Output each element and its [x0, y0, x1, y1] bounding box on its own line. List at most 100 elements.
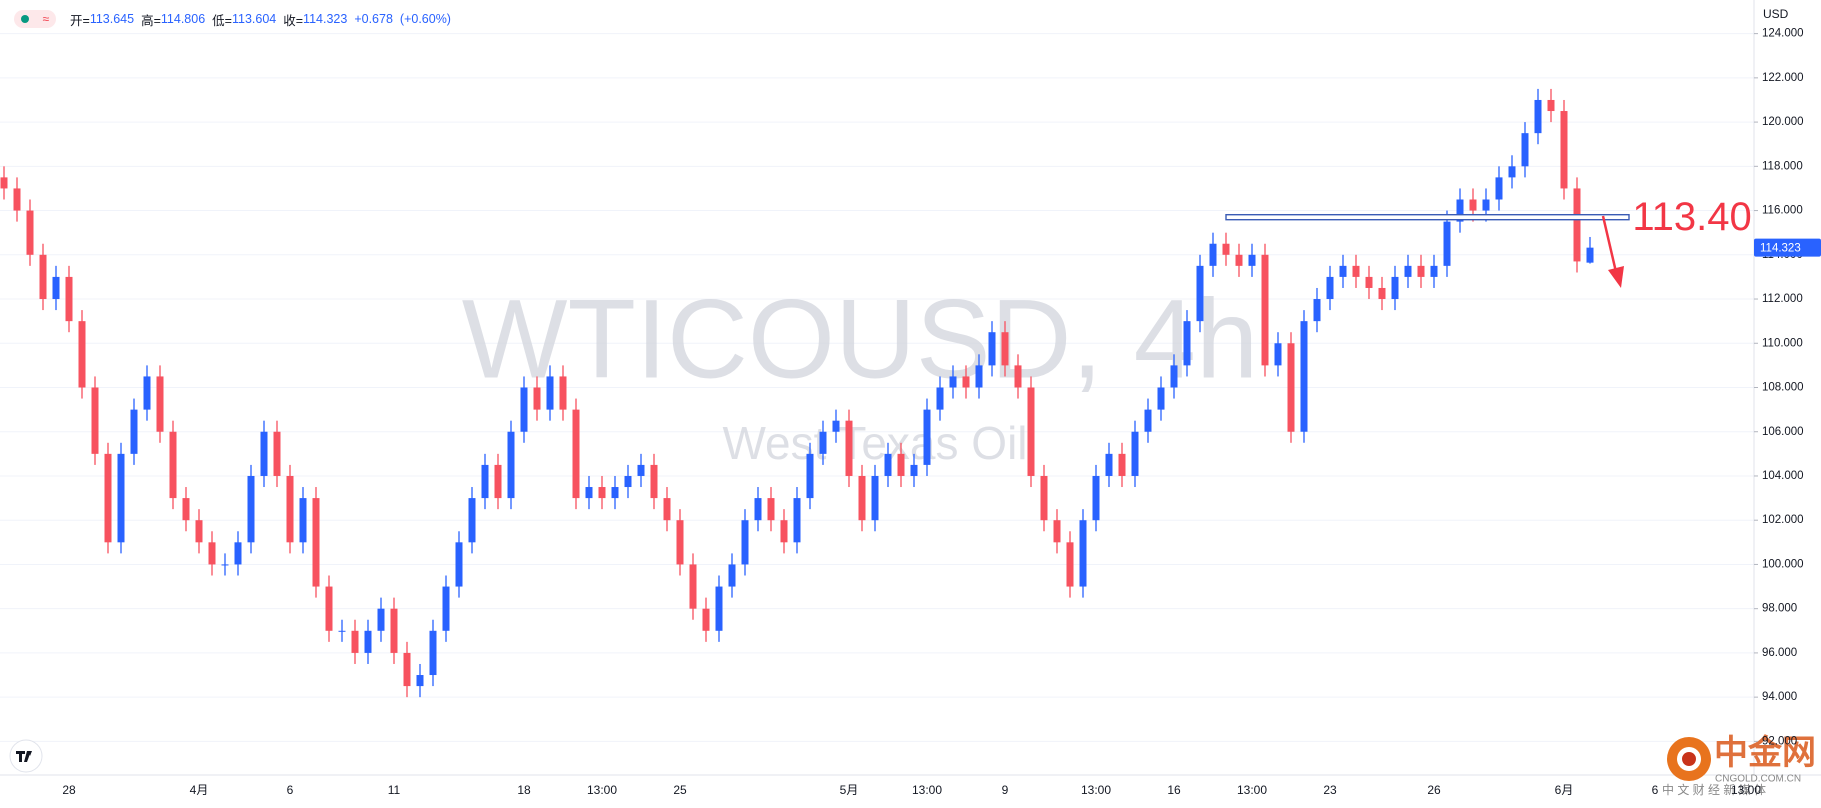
- candle-body: [1053, 520, 1061, 543]
- candle-body: [1534, 99, 1542, 134]
- level-line: [1225, 213, 1630, 221]
- price-tag-label: 114.323: [1760, 243, 1801, 255]
- candle-body: [221, 564, 229, 566]
- candle-body: [1300, 321, 1308, 432]
- candle-body: [351, 630, 359, 653]
- arrow-shaft: [1601, 215, 1618, 273]
- candle-body: [338, 630, 346, 632]
- x-tick-label: 6: [1652, 783, 1659, 797]
- tv-logo-mark: [16, 751, 32, 762]
- candle-body: [1521, 133, 1529, 167]
- candle-body: [1391, 276, 1399, 300]
- open-label: 开=: [70, 13, 90, 28]
- candle-body: [1404, 265, 1412, 277]
- candle-body: [728, 564, 736, 587]
- candle-body: [442, 586, 450, 631]
- candle-body: [676, 520, 684, 565]
- x-tick-label: 13:00: [587, 783, 617, 797]
- candle-body: [208, 542, 216, 565]
- x-tick-label: 13:00: [1237, 783, 1267, 797]
- source-logo: 中金网 CNGOLD.COM.CN 中 文 财 经 新 媒 体: [1662, 733, 1816, 797]
- candle-body: [533, 387, 541, 410]
- candle-body: [949, 376, 957, 388]
- x-tick-label: 4月: [190, 783, 209, 797]
- candle-body: [1001, 332, 1009, 366]
- candle-body: [520, 387, 528, 432]
- candle-body: [1339, 265, 1347, 277]
- candle-body: [1118, 453, 1126, 476]
- candle-body: [598, 487, 606, 499]
- candle-body: [1469, 199, 1477, 211]
- y-tick-label: 96.000: [1762, 647, 1797, 659]
- candle-body: [455, 542, 463, 587]
- x-tick-label: 16: [1167, 783, 1181, 797]
- candle-body: [1157, 387, 1165, 410]
- low-value: 113.604: [231, 12, 277, 26]
- candle-body: [156, 376, 164, 432]
- x-tick-label: 5月: [840, 783, 859, 797]
- candle-body: [910, 464, 918, 476]
- candle-body: [962, 376, 970, 388]
- candle-body: [663, 498, 671, 521]
- y-tick-label: 104.000: [1762, 470, 1804, 482]
- candle-body: [1456, 199, 1464, 222]
- change-value: +0.678: [354, 12, 393, 26]
- candle-body: [884, 453, 892, 476]
- candle-body: [1495, 177, 1503, 200]
- candle-body: [923, 409, 931, 465]
- source-logo-name: 中金网: [1714, 733, 1816, 772]
- y-tick-label: 110.000: [1762, 337, 1803, 349]
- candle-body: [767, 498, 775, 521]
- candle-body: [1222, 243, 1230, 255]
- candle-body: [741, 520, 749, 565]
- candle-body: [845, 420, 853, 476]
- candle-body: [325, 586, 333, 631]
- candle-body: [312, 498, 320, 587]
- candle-body: [364, 630, 372, 653]
- candle-body: [572, 409, 580, 499]
- candle-body: [416, 675, 424, 687]
- x-tick-label: 13:00: [1081, 783, 1111, 797]
- candle-body: [1573, 188, 1581, 262]
- candle-body: [988, 332, 996, 366]
- candle-body: [1313, 299, 1321, 322]
- candle-body: [377, 608, 385, 631]
- candle-body: [819, 431, 827, 454]
- candle-body: [1027, 387, 1035, 476]
- x-tick-label: 13:00: [912, 783, 942, 797]
- candle-body: [26, 210, 34, 255]
- status-dot: [20, 15, 29, 23]
- candle-body: [1105, 453, 1113, 476]
- candle-body: [65, 276, 73, 322]
- candle-body: [260, 431, 268, 476]
- close-value: 114.323: [303, 12, 348, 26]
- candle-body: [494, 464, 502, 499]
- candle-body: [247, 475, 255, 543]
- candle-body: [1261, 254, 1269, 366]
- candle-body: [1326, 276, 1334, 300]
- y-tick-label: 124.000: [1762, 28, 1804, 40]
- candle-body: [1430, 265, 1438, 277]
- x-tick-label: 9: [1002, 783, 1009, 797]
- y-tick-label: 112.000: [1762, 293, 1803, 305]
- candle-body: [507, 431, 515, 499]
- watermark-name: West Texas Oil: [722, 417, 1027, 469]
- candle-body: [1560, 111, 1568, 189]
- candle-body: [0, 177, 8, 189]
- status-pill[interactable]: ≈: [14, 10, 56, 28]
- candle-body: [1586, 247, 1594, 263]
- candle-body: [1378, 287, 1386, 300]
- candle-body: [1508, 166, 1516, 178]
- candle-body: [780, 520, 788, 543]
- candle-body: [1183, 321, 1191, 366]
- high-value: 114.806: [160, 12, 206, 26]
- y-tick-label: 116.000: [1762, 205, 1803, 217]
- low-label: 低=: [212, 13, 232, 28]
- candle-body: [130, 409, 138, 454]
- y-tick-label: 98.000: [1762, 603, 1797, 615]
- candle-body: [858, 475, 866, 521]
- candle-body: [624, 475, 632, 488]
